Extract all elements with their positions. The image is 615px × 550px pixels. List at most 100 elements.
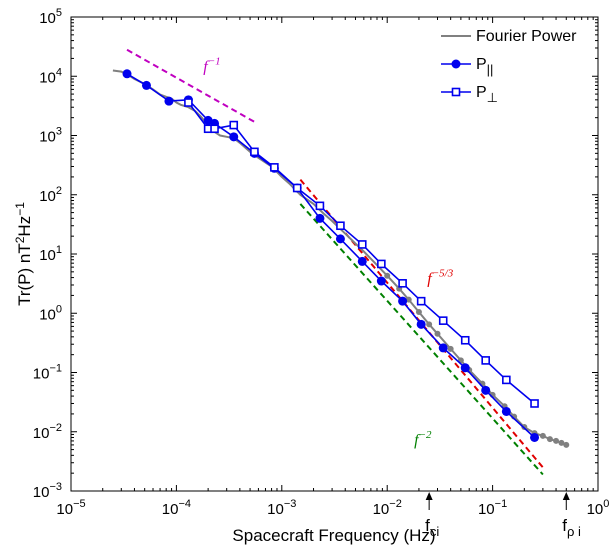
fourier-power-point: [426, 321, 433, 328]
y-tick-label: 101: [39, 244, 62, 264]
reference-label-base: f: [427, 270, 434, 287]
p-parallel-point: [315, 213, 325, 223]
plot-frame: [70, 16, 599, 492]
p-parallel-point: [481, 385, 491, 395]
y-tick-label: 103: [39, 126, 62, 146]
reference-label-ref_m53: f−5/3: [427, 267, 453, 287]
y-tick-label-exp: 0: [56, 303, 62, 315]
y-tick-label: 100: [39, 303, 62, 323]
p-parallel-point: [438, 343, 448, 353]
y-tick-label-base: 10: [39, 129, 56, 146]
y-tick-label-exp: 5: [56, 7, 62, 19]
fourier-power-point: [553, 437, 560, 444]
marker-label-frhoi-sub: ρ i: [567, 524, 581, 539]
reference-line-ref_m2: [299, 203, 544, 476]
y-tick-label-base: 10: [33, 366, 50, 383]
y-tick-label: 10−1: [33, 363, 62, 383]
marker-label-frhoi: fρ i: [562, 516, 581, 539]
marker-label-fci-base: f: [425, 516, 430, 535]
legend-label-fourier: Fourier Power: [476, 28, 577, 45]
p-perp-point: [357, 240, 367, 249]
reference-label-exp: −5/3: [432, 267, 454, 279]
fourier-power-point: [558, 439, 565, 446]
p-parallel-point: [122, 69, 132, 79]
x-tick-label: 10−2: [373, 498, 402, 518]
y-tick-label-base: 10: [33, 425, 50, 442]
x-tick-label-exp: −4: [178, 498, 191, 510]
fourier-power-point: [415, 308, 422, 315]
y-tick-label: 10−2: [33, 422, 62, 442]
reference-label-ref_m1: f−1: [203, 56, 220, 76]
y-axis-label-exp2: −1: [13, 202, 27, 216]
y-tick-label-exp: −1: [49, 363, 62, 375]
legend-marker-p-perp: [451, 87, 461, 97]
legend-label-sub: ||: [487, 62, 494, 77]
marker-arrowhead-fci: [425, 492, 433, 500]
y-tick-label-base: 10: [39, 247, 56, 264]
x-axis-label: Spacecraft Frequency (Hz): [232, 526, 435, 545]
x-tick-label-base: 10: [56, 501, 73, 518]
x-tick-label: 10−4: [162, 498, 191, 518]
p-perp-point: [292, 183, 302, 193]
x-tick-label-exp: −3: [284, 498, 297, 510]
reference-label-ref_m2: f−2: [414, 429, 432, 449]
p-parallel-point: [335, 234, 345, 244]
y-tick-label-base: 10: [39, 10, 56, 27]
y-tick-label-exp: −3: [49, 481, 62, 493]
legend-label-base: Fourier Power: [476, 28, 577, 45]
p-perp-point: [502, 375, 511, 385]
p-parallel-point: [164, 96, 174, 106]
fourier-power-series: [112, 69, 570, 448]
fourier-power-point: [546, 436, 553, 443]
fourier-power-point: [563, 441, 570, 448]
p-parallel-point: [229, 132, 239, 142]
p-perp-point: [438, 316, 448, 325]
y-tick-label-base: 10: [33, 484, 50, 501]
x-tick-label-exp: −2: [389, 498, 402, 510]
legend-label-sub: ⊥: [487, 90, 498, 105]
p-parallel-point: [501, 406, 511, 416]
p-perp-point: [377, 259, 386, 269]
y-axis-label: Tr(P) nT2Hz−1: [13, 202, 34, 306]
marker-label-fci: fci: [425, 516, 439, 539]
p-parallel-point: [460, 363, 470, 373]
p-perp-point: [229, 120, 239, 130]
legend-label-p_par: P||: [476, 56, 493, 77]
y-tick-label-base: 10: [39, 306, 56, 323]
y-tick-label-exp: 3: [56, 126, 62, 138]
y-axis-label-mid: Hz: [15, 216, 34, 237]
p-perp-series: [184, 98, 539, 408]
legend-label-p_perp: P⊥: [476, 84, 498, 105]
x-tick-label: 10−1: [478, 498, 507, 518]
legend-marker-p-parallel: [451, 59, 461, 69]
y-tick-label: 104: [39, 66, 62, 86]
fourier-power-point: [447, 345, 454, 352]
fourier-power-point: [539, 432, 546, 439]
x-tick-label-base: 10: [162, 501, 179, 518]
marker-label-frhoi-base: f: [562, 516, 567, 535]
p-perp-point: [416, 296, 426, 306]
y-tick-label-base: 10: [39, 188, 56, 205]
p-parallel-point: [141, 80, 151, 90]
p-parallel-point: [416, 319, 426, 329]
legend-label-base: P: [476, 56, 487, 73]
y-tick-label: 105: [39, 7, 62, 27]
p-perp-point: [250, 147, 259, 157]
annotations: f−1f−5/3f−2: [203, 56, 453, 449]
p-perp-point: [398, 279, 407, 288]
y-tick-label-exp: 2: [56, 185, 62, 197]
p-perp-point: [210, 124, 219, 134]
reference-line-ref_m1: [126, 48, 255, 123]
y-tick-label-exp: 4: [56, 66, 62, 78]
p-perp-point: [460, 335, 470, 345]
y-tick-label-exp: −2: [49, 422, 62, 434]
p-perp-point: [270, 163, 279, 172]
p-perp-point: [481, 356, 490, 365]
y-tick-label-base: 10: [39, 69, 56, 86]
p-perp-point: [315, 201, 325, 211]
reference-label-exp: −1: [208, 56, 221, 68]
p-perp-point: [336, 221, 345, 231]
